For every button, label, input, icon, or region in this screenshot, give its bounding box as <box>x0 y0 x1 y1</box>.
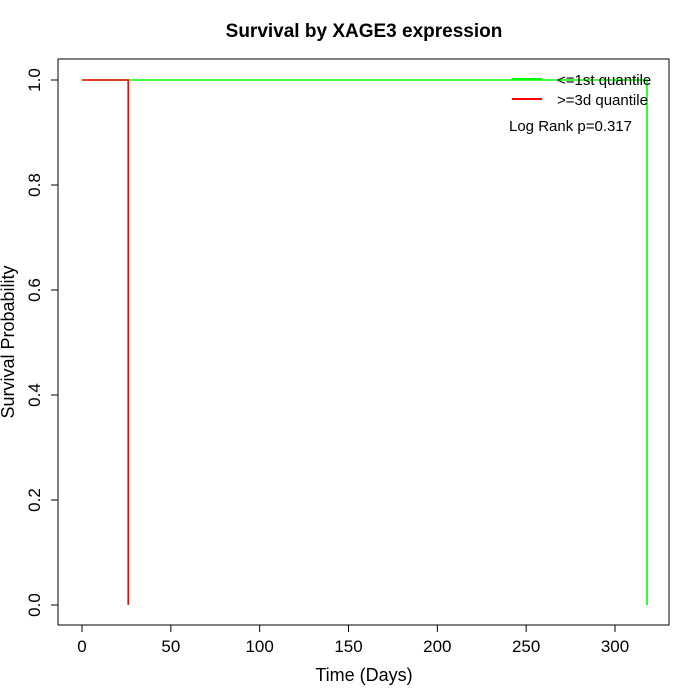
x-tick-label: 200 <box>423 637 451 656</box>
y-tick-label: 0.4 <box>25 383 44 407</box>
log-rank-annotation: Log Rank p=0.317 <box>509 118 632 135</box>
y-axis: 0.0 0.2 0.4 0.6 0.8 1.0 <box>25 68 58 617</box>
y-tick-label: 1.0 <box>25 68 44 92</box>
x-tick-label: 250 <box>512 637 540 656</box>
x-axis: 0 50 100 150 200 250 300 <box>77 625 629 656</box>
series-line-0 <box>82 79 648 605</box>
legend-label-low: <=1st quantile <box>557 72 651 89</box>
y-tick-label: 0.8 <box>25 173 44 197</box>
y-tick-label: 0.2 <box>25 488 44 512</box>
x-tick-label: 100 <box>245 637 273 656</box>
chart-title: Survival by XAGE3 expression <box>226 21 503 42</box>
plot-frame <box>57 58 670 626</box>
legend: <=1st quantile >=3d quantile <box>512 72 651 109</box>
x-axis-label: Time (Days) <box>315 665 412 685</box>
x-tick-label: 0 <box>77 637 86 656</box>
series-lines <box>82 79 648 605</box>
series-line-1 <box>82 79 129 605</box>
x-tick-label: 50 <box>161 637 180 656</box>
y-tick-label: 0.0 <box>25 593 44 617</box>
x-tick-label: 150 <box>334 637 362 656</box>
y-axis-label: Survival Probability <box>0 265 18 418</box>
y-tick-label: 0.6 <box>25 278 44 302</box>
x-tick-label: 300 <box>601 637 629 656</box>
legend-label-high: >=3d quantile <box>557 92 648 109</box>
